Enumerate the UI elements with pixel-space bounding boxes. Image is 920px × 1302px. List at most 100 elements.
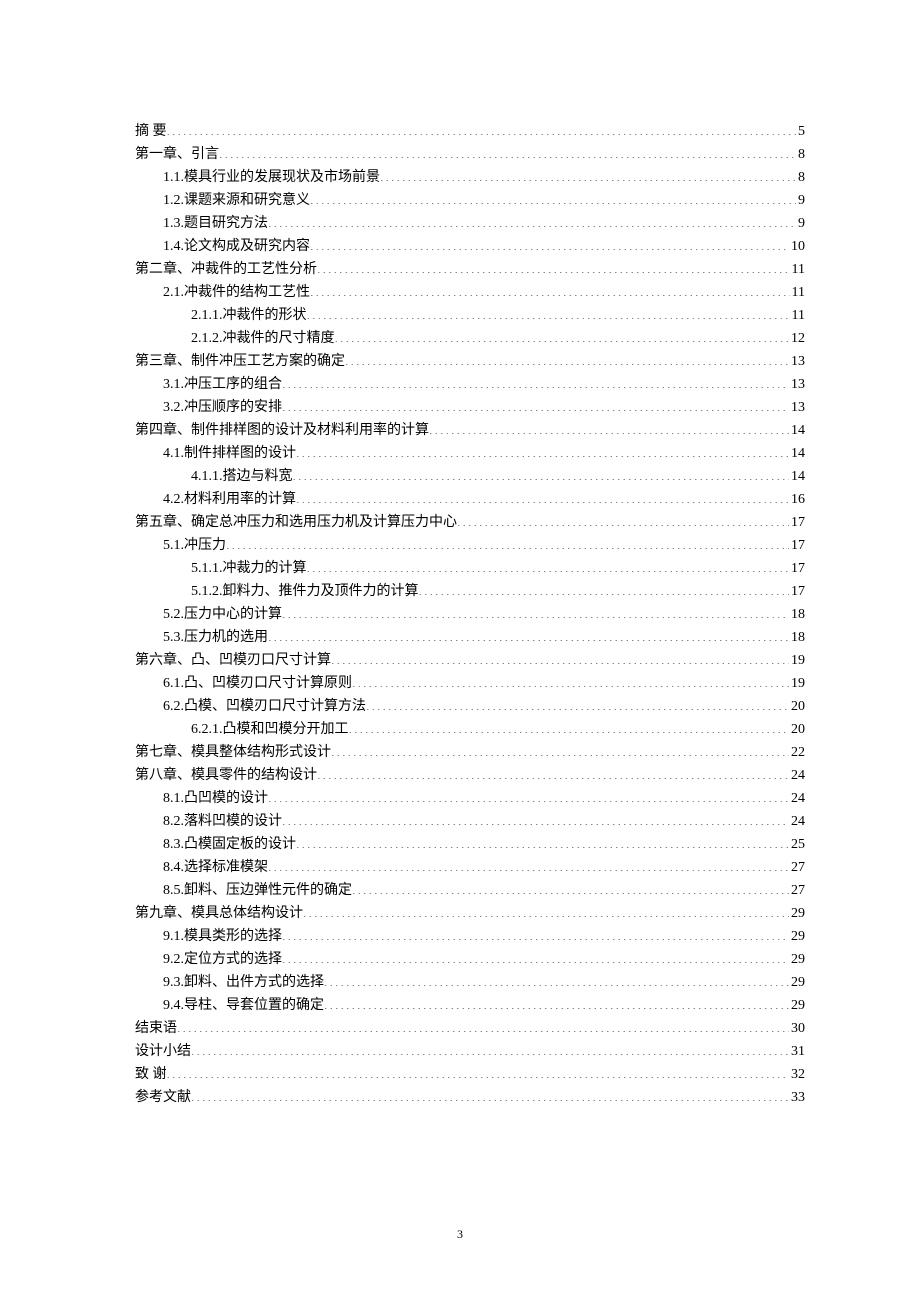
toc-entry-label: 5.2.压力中心的计算 [163, 603, 282, 626]
toc-leader-dots [282, 949, 789, 963]
toc-entry: 6.2.凸模、凹模刃口尺寸计算方法 20 [135, 695, 805, 718]
toc-entry-page: 24 [789, 787, 805, 810]
toc-leader-dots [226, 535, 789, 549]
toc-entry-label: 1.3.题目研究方法 [163, 212, 268, 235]
toc-leader-dots [177, 1018, 789, 1032]
toc-leader-dots [317, 259, 790, 273]
toc-entry-page: 9 [796, 212, 805, 235]
toc-entry: 致 谢32 [135, 1063, 805, 1086]
toc-entry: 6.1.凸、凹模刃口尺寸计算原则19 [135, 672, 805, 695]
toc-entry: 4.1.1.搭边与料宽14 [135, 465, 805, 488]
toc-leader-dots [310, 190, 796, 204]
toc-entry: 6.2.1.凸模和凹模分开加工20 [135, 718, 805, 741]
toc-entry-page: 27 [789, 856, 805, 879]
toc-leader-dots [349, 719, 790, 733]
toc-entry-page: 22 [789, 741, 805, 764]
toc-entry: 4.1.制件排样图的设计14 [135, 442, 805, 465]
toc-leader-dots [293, 466, 790, 480]
toc-entry: 2.1.2.冲裁件的尺寸精度12 [135, 327, 805, 350]
toc-entry-label: 6.2.凸模、凹模刃口尺寸计算方法 [163, 695, 366, 718]
toc-entry-page: 24 [789, 810, 805, 833]
toc-leader-dots [282, 604, 789, 618]
toc-entry-page: 19 [789, 672, 805, 695]
toc-entry: 3.2.冲压顺序的安排13 [135, 396, 805, 419]
toc-entry: 9.2.定位方式的选择 29 [135, 948, 805, 971]
toc-entry-label: 4.1.制件排样图的设计 [163, 442, 296, 465]
toc-entry-page: 24 [789, 764, 805, 787]
toc-entry-page: 8 [796, 143, 805, 166]
toc-entry-label: 5.1.1.冲裁力的计算 [191, 557, 307, 580]
toc-entry: 1.3.题目研究方法 9 [135, 212, 805, 235]
toc-entry-page: 18 [789, 603, 805, 626]
toc-entry: 第九章、模具总体结构设计29 [135, 902, 805, 925]
toc-leader-dots [331, 650, 789, 664]
toc-entry: 5.2.压力中心的计算 18 [135, 603, 805, 626]
toc-leader-dots [268, 627, 789, 641]
toc-leader-dots [457, 512, 789, 526]
toc-entry-label: 第三章、制件冲压工艺方案的确定 [135, 350, 345, 373]
toc-leader-dots [296, 834, 789, 848]
toc-entry-label: 8.1.凸凹模的设计 [163, 787, 268, 810]
toc-entry-page: 29 [789, 902, 805, 925]
toc-leader-dots [307, 558, 790, 572]
toc-leader-dots [191, 1041, 789, 1055]
toc-entry-label: 3.2.冲压顺序的安排 [163, 396, 282, 419]
toc-entry: 3.1.冲压工序的组合13 [135, 373, 805, 396]
toc-entry-page: 16 [789, 488, 805, 511]
toc-entry-label: 2.1.冲裁件的结构工艺性 [163, 281, 310, 304]
toc-entry-label: 9.1.模具类形的选择 [163, 925, 282, 948]
toc-leader-dots [282, 926, 789, 940]
toc-entry-label: 9.3.卸料、出件方式的选择 [163, 971, 324, 994]
toc-leader-dots [167, 121, 797, 135]
toc-entry-page: 18 [789, 626, 805, 649]
toc-entry-page: 20 [789, 718, 805, 741]
toc-entry-page: 20 [789, 695, 805, 718]
toc-leader-dots [345, 351, 789, 365]
toc-entry-page: 11 [790, 258, 805, 281]
toc-entry: 参考文献33 [135, 1086, 805, 1109]
toc-entry-label: 9.2.定位方式的选择 [163, 948, 282, 971]
toc-entry-label: 5.3.压力机的选用 [163, 626, 268, 649]
toc-entry: 8.1.凸凹模的设计 24 [135, 787, 805, 810]
toc-entry-page: 17 [789, 511, 805, 534]
toc-entry: 设计小结31 [135, 1040, 805, 1063]
toc-leader-dots [191, 1087, 789, 1101]
toc-entry-page: 17 [789, 534, 805, 557]
toc-entry-label: 5.1.2.卸料力、推件力及顶件力的计算 [191, 580, 419, 603]
toc-leader-dots [352, 880, 789, 894]
toc-leader-dots [268, 788, 789, 802]
toc-entry-label: 第七章、模具整体结构形式设计 [135, 741, 331, 764]
toc-entry-label: 第八章、模具零件的结构设计 [135, 764, 317, 787]
toc-entry: 第四章、制件排样图的设计及材料利用率的计算14 [135, 419, 805, 442]
toc-entry-page: 11 [790, 281, 805, 304]
toc-entry-label: 2.1.1.冲裁件的形状 [191, 304, 307, 327]
toc-leader-dots [282, 397, 789, 411]
toc-entry-label: 8.2.落料凹模的设计 [163, 810, 282, 833]
toc-leader-dots [324, 972, 789, 986]
toc-entry-label: 1.1.模具行业的发展现状及市场前景 [163, 166, 380, 189]
toc-entry-label: 9.4.导柱、导套位置的确定 [163, 994, 324, 1017]
toc-entry-page: 12 [789, 327, 805, 350]
toc-entry-page: 29 [789, 948, 805, 971]
toc-entry-label: 1.4.论文构成及研究内容 [163, 235, 310, 258]
toc-leader-dots [366, 696, 789, 710]
toc-leader-dots [429, 420, 789, 434]
toc-entry-page: 5 [796, 120, 805, 143]
toc-entry: 8.3.凸模固定板的设计25 [135, 833, 805, 856]
toc-leader-dots [296, 489, 789, 503]
toc-leader-dots [167, 1064, 790, 1078]
toc-entry-page: 30 [789, 1017, 805, 1040]
toc-entry-page: 14 [789, 465, 805, 488]
toc-entry: 第二章、冲裁件的工艺性分析11 [135, 258, 805, 281]
toc-leader-dots [282, 811, 789, 825]
toc-leader-dots [296, 443, 789, 457]
toc-entry: 8.4.选择标准模架27 [135, 856, 805, 879]
toc-entry: 1.4.论文构成及研究内容10 [135, 235, 805, 258]
toc-entry-page: 29 [789, 971, 805, 994]
toc-entry-page: 33 [789, 1086, 805, 1109]
toc-entry-page: 29 [789, 994, 805, 1017]
toc-entry: 第七章、模具整体结构形式设计 22 [135, 741, 805, 764]
toc-entry: 2.1.1.冲裁件的形状11 [135, 304, 805, 327]
toc-leader-dots [303, 903, 789, 917]
toc-leader-dots [352, 673, 789, 687]
